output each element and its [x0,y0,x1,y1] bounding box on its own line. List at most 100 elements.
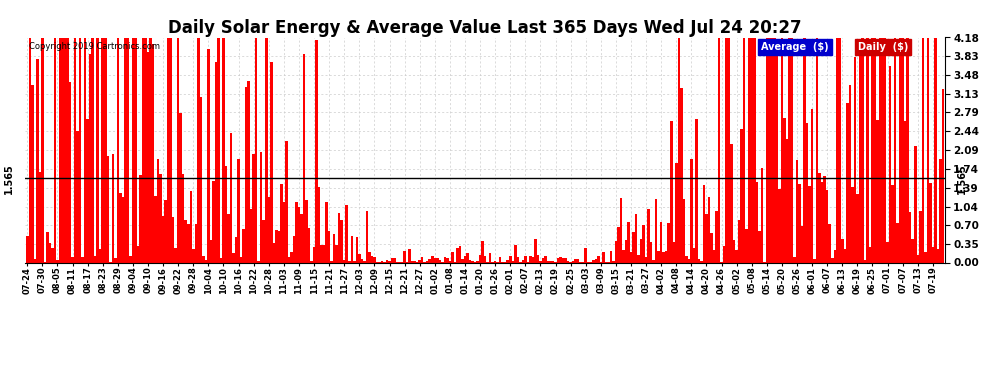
Bar [172,217,174,262]
Bar [894,38,896,262]
Bar [293,236,295,262]
Bar [612,261,615,262]
Bar [202,256,205,262]
Bar [731,144,733,262]
Bar [574,259,577,262]
Bar [94,256,96,262]
Bar [164,201,167,262]
Bar [630,252,633,262]
Bar [195,224,197,262]
Bar [863,260,866,262]
Bar [421,258,424,262]
Bar [615,241,617,262]
Bar [733,240,736,262]
Bar [63,38,66,262]
Bar [260,152,262,262]
Bar [695,119,698,262]
Bar [341,220,343,262]
Bar [434,258,436,262]
Bar [31,85,34,262]
Bar [79,38,81,262]
Bar [924,252,927,262]
Bar [235,237,238,262]
Bar [255,38,257,262]
Bar [71,257,74,262]
Bar [532,257,535,262]
Bar [132,38,135,262]
Bar [793,256,796,262]
Bar [638,255,640,262]
Bar [670,120,672,262]
Bar [466,253,468,262]
Bar [811,109,814,262]
Bar [886,242,889,262]
Bar [522,260,524,262]
Bar [479,255,481,262]
Bar [326,202,328,262]
Bar [99,249,101,262]
Bar [736,251,738,262]
Bar [76,131,79,262]
Bar [816,38,819,262]
Bar [556,258,559,262]
Bar [365,211,368,262]
Bar [940,159,941,262]
Bar [494,261,496,262]
Bar [826,190,829,262]
Bar [836,38,839,262]
Bar [758,231,760,262]
Bar [159,174,161,262]
Bar [509,256,512,262]
Bar [778,189,781,262]
Bar [177,38,179,262]
Bar [137,246,140,262]
Bar [595,259,597,262]
Bar [871,38,874,262]
Bar [39,172,42,262]
Bar [243,229,245,262]
Bar [267,197,270,262]
Bar [360,259,363,262]
Bar [592,260,595,262]
Bar [821,182,824,262]
Bar [577,259,579,262]
Bar [456,248,458,262]
Bar [217,38,220,262]
Bar [127,38,129,262]
Bar [703,185,705,262]
Bar [597,256,600,262]
Bar [169,38,172,262]
Bar [197,38,200,262]
Bar [205,260,207,262]
Text: 1.565: 1.565 [956,163,966,194]
Bar [633,232,635,262]
Bar [718,38,721,262]
Bar [313,247,315,262]
Bar [708,198,710,262]
Bar [655,199,657,262]
Bar [29,38,31,262]
Bar [710,233,713,262]
Bar [738,220,741,262]
Bar [540,261,542,262]
Bar [693,248,695,262]
Bar [167,38,169,262]
Bar [257,261,260,262]
Bar [602,252,605,262]
Bar [667,223,670,262]
Bar [249,209,252,262]
Bar [866,38,868,262]
Bar [829,224,831,262]
Bar [468,260,471,262]
Text: Copyright 2019 Cartronics.com: Copyright 2019 Cartronics.com [30,42,160,51]
Bar [819,172,821,262]
Bar [290,252,293,262]
Bar [715,211,718,262]
Bar [551,261,554,262]
Bar [814,260,816,262]
Bar [798,184,801,262]
Bar [285,141,288,262]
Bar [625,240,628,262]
Bar [775,42,778,262]
Bar [546,261,549,262]
